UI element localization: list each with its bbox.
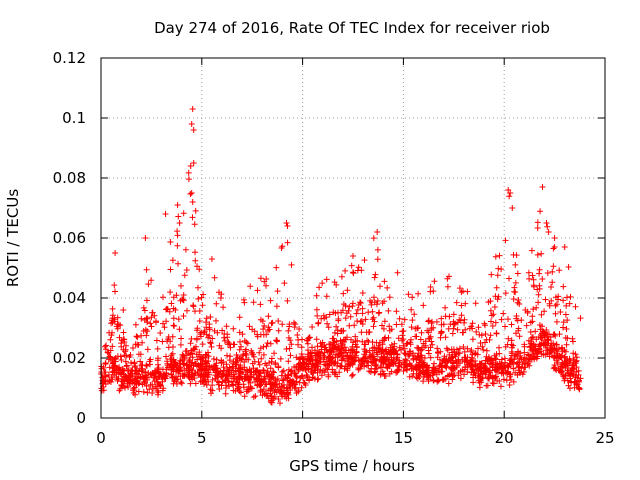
y-tick-label: 0.02 <box>53 349 86 367</box>
y-tick-label: 0.04 <box>53 289 86 307</box>
data-points <box>98 106 584 407</box>
x-tick-label: 10 <box>293 429 312 447</box>
x-tick-label: 20 <box>495 429 514 447</box>
x-tick-label: 15 <box>394 429 413 447</box>
x-tick-label: 5 <box>197 429 207 447</box>
y-tick-label: 0 <box>76 409 86 427</box>
y-tick-label: 0.06 <box>53 229 86 247</box>
x-axis-title: GPS time / hours <box>289 457 415 475</box>
y-tick-label: 0.12 <box>53 49 86 67</box>
x-tick-label: 0 <box>96 429 106 447</box>
roti-scatter-series <box>98 106 584 407</box>
y-tick-label: 0.08 <box>53 169 86 187</box>
tick-labels: 0 5 10 15 20 25 0 0.02 0.04 0.06 0.08 0.1 0.12 <box>53 49 615 447</box>
chart-title: Day 274 of 2016, Rate Of TEC Index for r… <box>154 19 550 37</box>
y-tick-label: 0.1 <box>62 109 86 127</box>
y-axis-title: ROTI / TECUs <box>4 189 22 287</box>
x-tick-label: 25 <box>595 429 614 447</box>
axis-ticks <box>100 57 606 419</box>
